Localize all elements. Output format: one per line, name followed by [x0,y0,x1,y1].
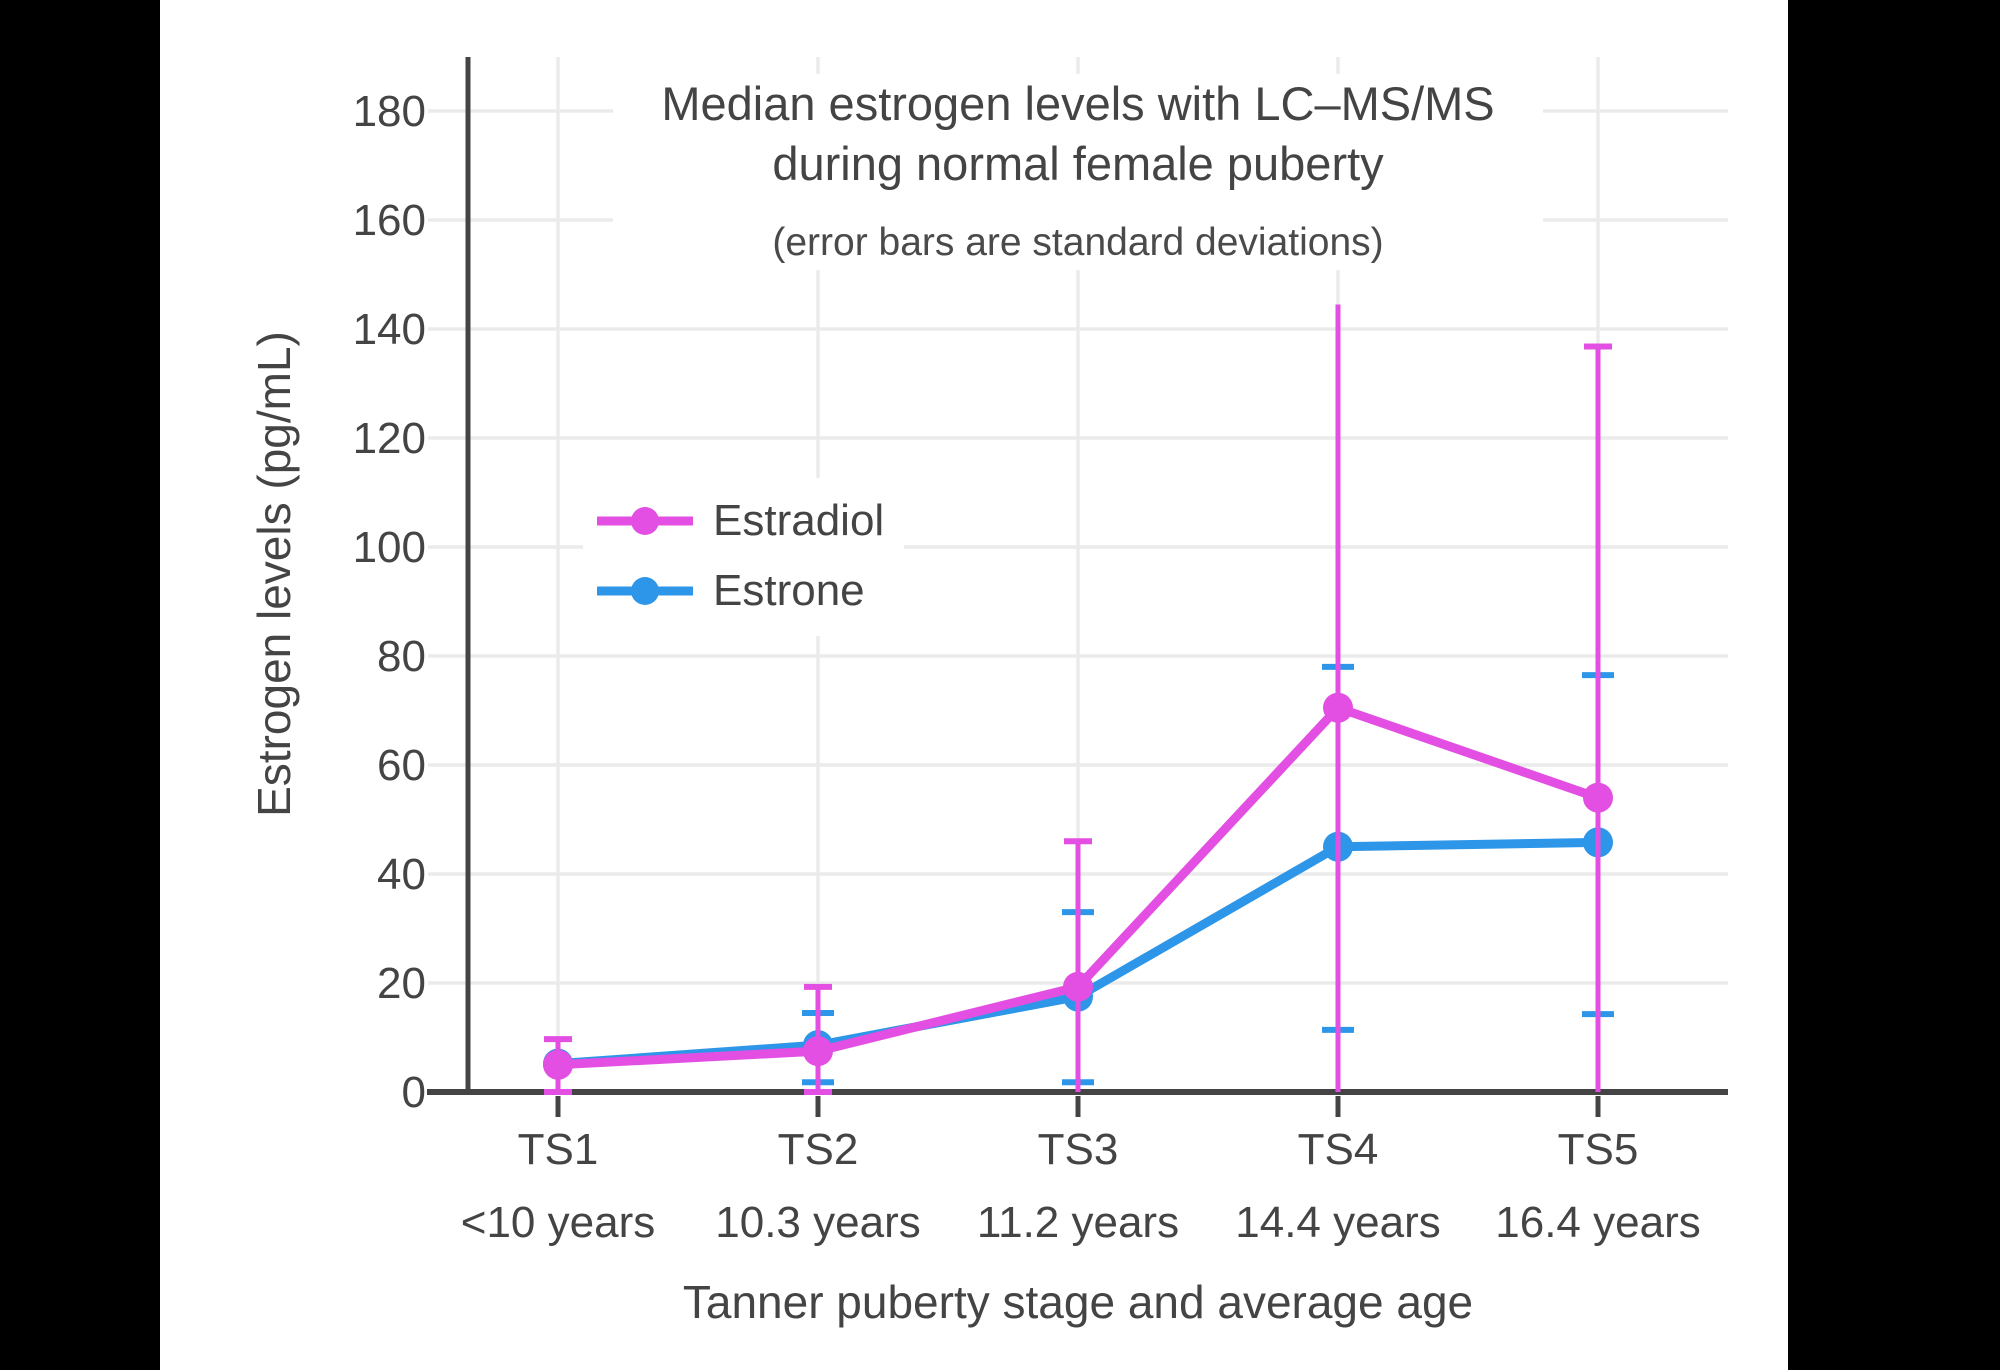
x-category-stage-label: TS4 [1298,1125,1379,1174]
y-tick-label: 180 [353,87,426,136]
y-tick-label: 60 [377,741,426,790]
data-point-estradiol [1583,782,1613,813]
y-tick-label: 0 [402,1068,426,1117]
y-tick-label: 160 [353,196,426,245]
x-category-stage-label: TS5 [1558,1125,1639,1174]
y-tick-label: 120 [353,414,426,463]
legend-item-estradiol[interactable]: Estradiol [597,490,884,552]
chart-title-block: Median estrogen levels with LC–MS/MS dur… [613,74,1543,270]
y-tick-label: 140 [353,305,426,354]
x-category-stage-label: TS3 [1038,1125,1119,1174]
chart-title-line2: during normal female puberty [772,137,1384,190]
x-axis-label: Tanner puberty stage and average age [682,1276,1474,1328]
x-category-age-label: 11.2 years [977,1198,1179,1247]
legend: Estradiol Estrone [583,478,905,636]
y-tick-label: 40 [377,850,426,899]
chart-title-line1: Median estrogen levels with LC–MS/MS [661,77,1495,130]
x-category-age-label: 16.4 years [1495,1198,1700,1247]
x-category-age-label: 14.4 years [1235,1198,1440,1247]
legend-item-estrone[interactable]: Estrone [597,560,884,622]
chart-subtitle: (error bars are standard deviations) [772,221,1384,264]
x-category-age-label: <10 years [461,1198,655,1247]
y-axis-label: Estrogen levels (pg/mL) [248,331,300,817]
data-point-estradiol [803,1036,833,1067]
y-tick-label: 20 [377,959,426,1008]
y-tick-label: 80 [377,632,426,681]
legend-line-estrone-icon [597,577,693,605]
x-category-age-label: 10.3 years [715,1198,920,1247]
y-tick-label: 100 [353,523,426,572]
legend-line-estradiol-icon [597,507,693,535]
data-point-estradiol [1323,692,1353,723]
data-point-estradiol [1063,971,1093,1002]
data-point-estradiol [543,1049,573,1080]
x-category-stage-label: TS2 [778,1125,859,1174]
x-category-stage-label: TS1 [518,1125,599,1174]
legend-label-estrone: Estrone [713,566,865,615]
legend-label-estradiol: Estradiol [713,496,885,545]
